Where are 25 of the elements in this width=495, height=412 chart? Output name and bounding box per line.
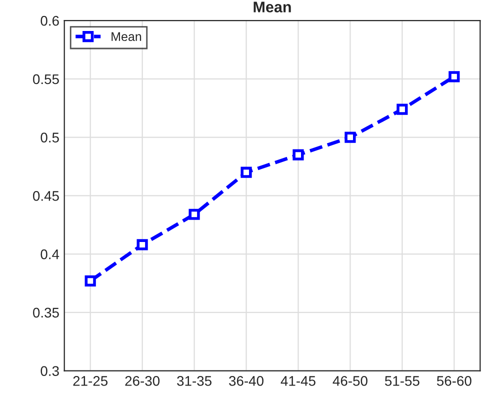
point [240, 166, 252, 178]
point [84, 275, 96, 286]
legend-label: Mean [112, 32, 142, 42]
x-tick-label: 46-50 [332, 376, 368, 386]
x-tick-label: 51-55 [384, 376, 420, 386]
point [292, 149, 304, 160]
chart-title: Mean [254, 2, 291, 12]
y-tick-label: 0.45 [33, 191, 59, 201]
y-tick-label: 0.4 [40, 249, 60, 260]
y-tick-label: 0.55 [33, 74, 59, 84]
y-tick-label: 0.3 [40, 366, 59, 376]
x-tick-label: 36-40 [229, 376, 264, 386]
y-tick-label: 0.6 [40, 16, 59, 26]
point [188, 208, 200, 220]
x-tick-label: 26-30 [125, 376, 160, 386]
point [136, 239, 148, 250]
x-tick-label: 41-45 [280, 376, 316, 386]
y-tick-label: 0.35 [33, 308, 59, 318]
x-tick-label: 31-35 [177, 376, 212, 386]
y-tick-label: 0.5 [40, 132, 59, 143]
point [396, 104, 408, 115]
x-tick-label: 56-60 [436, 376, 472, 386]
point [344, 132, 356, 143]
x-tick-label: 21-25 [73, 376, 108, 386]
point [448, 71, 460, 82]
